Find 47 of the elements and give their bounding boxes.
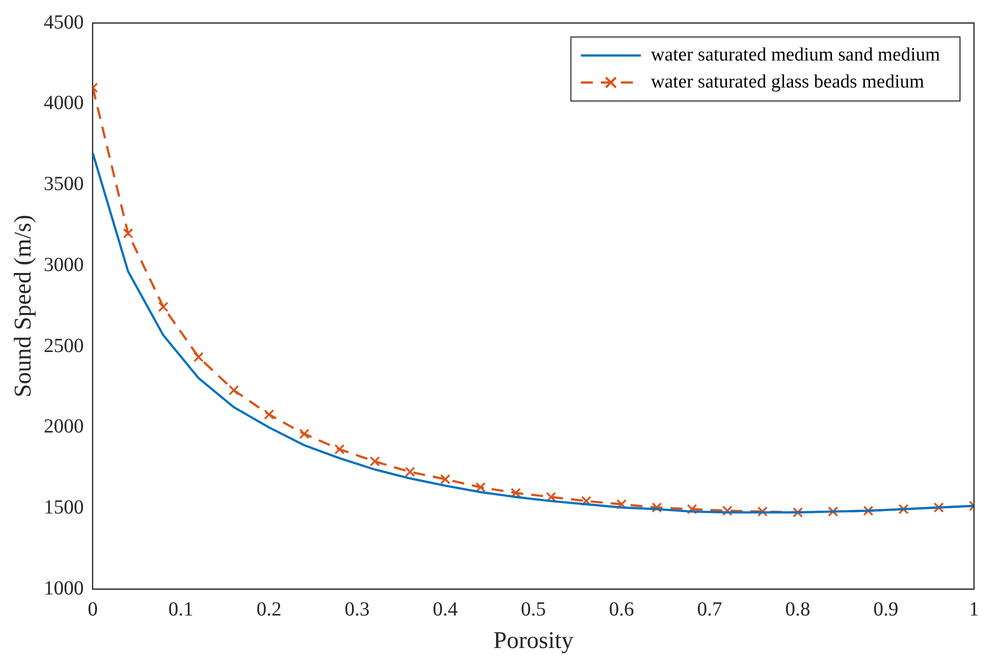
point xyxy=(792,507,803,518)
x-tick-label: 0.9 xyxy=(873,598,898,620)
point xyxy=(334,444,345,454)
point xyxy=(722,506,732,516)
x-axis-title: Porosity xyxy=(493,628,574,654)
point xyxy=(404,466,416,478)
y-tick-label: 4000 xyxy=(44,92,84,114)
point xyxy=(616,499,627,510)
y-tick-label: 2000 xyxy=(44,416,84,438)
point xyxy=(440,474,450,484)
point xyxy=(264,409,274,420)
x-tick-label: 0.8 xyxy=(785,598,810,620)
legend-label: water saturated medium sand medium xyxy=(650,44,940,66)
point xyxy=(686,504,698,514)
y-tick-label: 2500 xyxy=(44,334,84,357)
y-tick-label: 1000 xyxy=(44,577,84,600)
y-tick-label: 3500 xyxy=(44,173,84,196)
point xyxy=(370,456,380,467)
point xyxy=(122,228,134,238)
x-tick-label: 0 xyxy=(88,598,98,620)
x-tick-label: 0.5 xyxy=(520,598,546,620)
point xyxy=(193,352,204,362)
point xyxy=(898,504,909,514)
point xyxy=(299,428,310,440)
y-axis-title: Sound Speed (m/s) xyxy=(10,214,37,398)
point xyxy=(652,502,662,513)
x-tick-label: 0.1 xyxy=(168,598,194,620)
point xyxy=(475,482,486,492)
x-tick-label: 0.6 xyxy=(609,598,634,620)
y-tick-label: 4500 xyxy=(44,11,84,34)
legend-label: water saturated glass beads medium xyxy=(650,71,924,92)
point xyxy=(934,502,944,513)
point xyxy=(863,506,874,516)
point xyxy=(581,496,592,506)
point xyxy=(510,488,521,498)
point xyxy=(158,302,168,312)
point xyxy=(757,506,768,517)
point xyxy=(228,385,239,396)
x-tick-label: 1 xyxy=(969,598,979,620)
x-tick-label: 0.2 xyxy=(256,598,282,620)
x-tick-label: 0.3 xyxy=(344,598,370,620)
y-tick-label: 3000 xyxy=(44,254,84,276)
y-tick-label: 1500 xyxy=(44,496,84,519)
point xyxy=(546,492,556,502)
point xyxy=(828,506,838,517)
x-tick-label: 0.7 xyxy=(697,598,722,620)
x-tick-label: 0.4 xyxy=(432,598,458,620)
